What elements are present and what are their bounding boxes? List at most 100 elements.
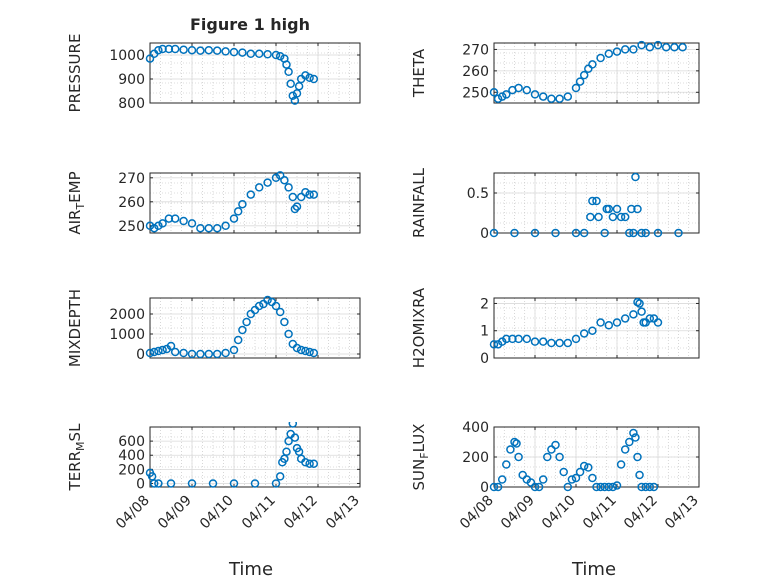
y-tick-label: 270 <box>118 171 145 187</box>
data-point <box>254 183 264 192</box>
data-point <box>604 204 614 214</box>
data-point <box>489 340 499 349</box>
data-point <box>547 94 556 103</box>
y-tick-label: 2000 <box>109 307 145 323</box>
data-point <box>229 47 239 57</box>
data-point <box>301 71 310 80</box>
x-tick-label: 04/08 <box>113 493 153 533</box>
y-axis-label: AIRTEMP <box>66 171 87 234</box>
data-point <box>522 334 532 344</box>
data-point <box>284 329 293 339</box>
data-point <box>229 479 239 488</box>
data-point <box>288 91 298 101</box>
x-axis-label-left: Time <box>228 559 273 580</box>
data-point <box>608 212 618 222</box>
y-tick-label: 200 <box>118 462 145 478</box>
data-point <box>538 337 548 346</box>
data-point <box>145 348 155 358</box>
data-point <box>633 452 642 462</box>
data-point <box>567 475 577 484</box>
data-point <box>263 50 272 59</box>
data-point <box>280 175 289 185</box>
y-tick-label: 250 <box>118 219 145 235</box>
data-point <box>290 433 300 442</box>
data-point <box>530 228 540 238</box>
data-point <box>629 45 638 54</box>
data-point <box>633 204 642 214</box>
data-point <box>489 482 499 492</box>
data-point <box>502 90 511 99</box>
data-point <box>678 43 687 52</box>
data-point <box>625 437 634 447</box>
data-point <box>508 334 517 344</box>
data-series <box>489 297 663 349</box>
data-point <box>600 228 609 238</box>
data-point <box>674 228 683 238</box>
data-series <box>145 295 319 359</box>
data-point <box>292 202 302 211</box>
data-point <box>629 310 638 319</box>
data-point <box>212 46 222 55</box>
y-tick-label: 2 <box>480 296 489 312</box>
data-point <box>288 192 298 202</box>
data-point <box>645 43 655 52</box>
data-point <box>571 473 581 483</box>
data-point <box>538 92 548 101</box>
data-point <box>158 219 167 228</box>
data-point <box>187 45 197 55</box>
data-point <box>645 314 655 323</box>
data-point <box>493 482 503 492</box>
x-tick-label: 04/10 <box>197 493 237 533</box>
data-point <box>166 341 176 351</box>
data-point <box>238 48 247 57</box>
data-point <box>555 452 564 462</box>
y-tick-label: 260 <box>118 195 145 211</box>
data-point <box>271 50 281 60</box>
data-point <box>579 461 589 471</box>
data-point <box>292 89 302 98</box>
data-point <box>612 204 622 214</box>
data-point <box>502 460 511 469</box>
data-series <box>145 171 319 233</box>
data-point <box>641 228 650 238</box>
data-point <box>559 467 568 477</box>
data-point <box>551 440 560 450</box>
data-point <box>284 67 293 77</box>
data-point <box>635 299 644 308</box>
data-point <box>284 183 293 192</box>
data-point <box>588 326 597 335</box>
data-point <box>586 212 595 222</box>
data-point <box>212 349 222 359</box>
data-point <box>547 338 556 348</box>
data-point <box>534 482 544 492</box>
y-tick-label: 600 <box>118 434 145 450</box>
subplot-air-temp: 250 260 270 AIRTEMP <box>66 171 361 235</box>
data-point <box>290 96 300 105</box>
data-point <box>575 467 585 477</box>
y-axis-label: TERRMSL <box>66 423 87 492</box>
axes-box <box>493 172 700 234</box>
data-point <box>627 204 636 214</box>
subplot-h2omixra: 0 1 2 H2OMIXRA <box>410 287 700 368</box>
data-point <box>275 51 285 61</box>
data-point <box>637 40 646 50</box>
data-point <box>196 349 205 359</box>
data-point <box>631 172 640 182</box>
data-point <box>635 470 644 480</box>
data-point <box>263 178 272 187</box>
data-point <box>294 81 304 91</box>
data-point <box>592 196 601 206</box>
data-point <box>286 79 295 89</box>
data-point <box>149 347 159 357</box>
data-point <box>271 479 281 488</box>
data-point <box>592 482 601 492</box>
data-point <box>612 318 622 327</box>
data-series <box>489 172 683 238</box>
data-point <box>275 171 285 180</box>
axes-box <box>149 172 361 234</box>
data-point <box>271 173 281 183</box>
data-point <box>588 196 597 206</box>
data-point <box>637 228 646 238</box>
data-point <box>290 204 300 214</box>
data-point <box>246 49 256 59</box>
